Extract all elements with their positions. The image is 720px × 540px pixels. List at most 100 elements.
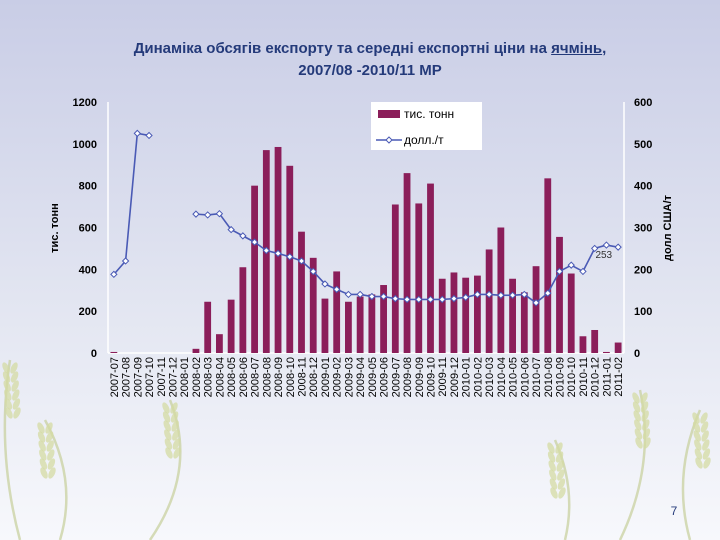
title-line1-highlight: ячмінь bbox=[551, 40, 603, 57]
bar bbox=[567, 273, 575, 353]
y-tick-label-left: 400 bbox=[79, 264, 97, 276]
bar bbox=[532, 266, 540, 353]
line-point bbox=[192, 210, 200, 218]
wheat-grain bbox=[13, 407, 21, 419]
x-tick-label: 2009-06 bbox=[379, 357, 391, 397]
wheat-grain bbox=[2, 362, 10, 374]
line-point bbox=[614, 243, 622, 251]
wheat-grain bbox=[701, 430, 709, 442]
wheat-grain bbox=[641, 410, 649, 422]
line-point bbox=[438, 295, 446, 304]
wheat-grain bbox=[556, 460, 564, 472]
x-tick-label: 2009-02 bbox=[332, 357, 344, 397]
line-point bbox=[555, 267, 564, 276]
bar bbox=[403, 173, 411, 353]
wheat-decoration bbox=[2, 359, 711, 540]
legend: тис. тонн долл./т bbox=[371, 102, 482, 150]
line-point bbox=[532, 299, 540, 307]
bar bbox=[345, 301, 352, 353]
bar bbox=[251, 185, 258, 353]
bar bbox=[227, 299, 235, 353]
axis-labels: 0 200 400 600 800 1000 1200 0 100 200 300 400 500 600… bbox=[49, 97, 674, 397]
wheat-grain bbox=[642, 428, 651, 440]
wheat-grain bbox=[173, 447, 181, 459]
bar bbox=[556, 236, 563, 353]
wheat-grain bbox=[170, 411, 179, 423]
x-tick-label: 2010-09 bbox=[555, 357, 567, 397]
x-tick-label: 2010-11 bbox=[578, 357, 590, 397]
x-tick-label: 2010-03 bbox=[484, 357, 496, 397]
wheat-grain bbox=[38, 440, 46, 452]
wheat-grain bbox=[702, 439, 710, 451]
x-tick-label: 2008-10 bbox=[285, 357, 297, 397]
line-point bbox=[203, 211, 212, 219]
wheat-grain bbox=[557, 469, 565, 481]
bar bbox=[497, 227, 505, 353]
line-point bbox=[121, 257, 130, 265]
x-tick-label: 2007-11 bbox=[156, 357, 168, 397]
line-point bbox=[520, 290, 529, 299]
wheat-grain bbox=[37, 431, 46, 443]
x-tick-label: 2007-09 bbox=[132, 357, 144, 397]
y-tick-label-right: 100 bbox=[634, 306, 652, 318]
line-point bbox=[473, 290, 482, 299]
wheat-grain bbox=[171, 420, 179, 432]
y-tick-label-left: 200 bbox=[79, 306, 97, 318]
line-point bbox=[110, 270, 118, 279]
line-point bbox=[426, 295, 435, 304]
wheat-grain bbox=[172, 438, 181, 450]
wheat-grain bbox=[700, 421, 709, 433]
bar bbox=[204, 301, 212, 353]
y-tick-label-right: 0 bbox=[634, 348, 640, 360]
wheat-grain bbox=[39, 449, 47, 461]
x-tick-label: 2009-11 bbox=[437, 357, 449, 397]
wheat-grain bbox=[633, 410, 641, 422]
x-tick-label: 2010-02 bbox=[472, 357, 484, 397]
wheat-grain bbox=[37, 422, 45, 434]
line-segment bbox=[113, 260, 127, 275]
title-line1-prefix: Динаміка обсягів експорту та середні екс… bbox=[133, 40, 552, 57]
x-tick-label: 2007-08 bbox=[121, 357, 133, 397]
line-point bbox=[356, 290, 364, 299]
wheat-grain bbox=[558, 487, 566, 499]
line-series bbox=[110, 129, 622, 307]
legend-marker bbox=[385, 136, 393, 144]
wheat-grain bbox=[703, 457, 711, 469]
wheat-grain bbox=[702, 448, 711, 460]
x-tick-label: 2008-06 bbox=[238, 357, 250, 397]
wheat-grain bbox=[45, 422, 53, 434]
wheat-grain bbox=[3, 380, 11, 392]
page-number: 7 bbox=[670, 504, 678, 518]
bar bbox=[391, 204, 399, 353]
x-tick-label: 2008-09 bbox=[273, 357, 285, 397]
x-tick-label: 2008-04 bbox=[214, 357, 226, 397]
line-point bbox=[297, 257, 306, 265]
line-point bbox=[590, 244, 599, 253]
wheat-grain bbox=[549, 478, 558, 490]
wheat-grain bbox=[694, 448, 703, 460]
wheat-grain bbox=[45, 431, 54, 443]
line-point bbox=[133, 129, 142, 138]
line-point bbox=[286, 253, 294, 261]
x-tick-label: 2010-04 bbox=[496, 357, 508, 397]
y-tick-label-right: 300 bbox=[634, 223, 652, 235]
bar bbox=[239, 267, 247, 353]
line-segment bbox=[218, 213, 232, 231]
wheat-grain bbox=[635, 437, 643, 449]
wheat-grain bbox=[164, 438, 173, 450]
line-point bbox=[250, 238, 259, 246]
bar bbox=[298, 231, 305, 353]
bar bbox=[591, 329, 599, 353]
wheat-grain bbox=[640, 392, 648, 404]
legend-label-bar: тис. тонн bbox=[404, 107, 454, 121]
line-point bbox=[544, 289, 552, 297]
wheat-grain bbox=[39, 458, 48, 470]
wheat-grain bbox=[12, 398, 21, 410]
wheat-grain bbox=[4, 389, 12, 401]
x-tick-label: 2009-04 bbox=[355, 357, 367, 397]
line-segment bbox=[124, 133, 139, 262]
bar bbox=[450, 272, 458, 353]
bar bbox=[309, 257, 317, 353]
y-tick-label-right: 500 bbox=[634, 139, 652, 151]
y-tick-label-right: 600 bbox=[634, 97, 652, 109]
